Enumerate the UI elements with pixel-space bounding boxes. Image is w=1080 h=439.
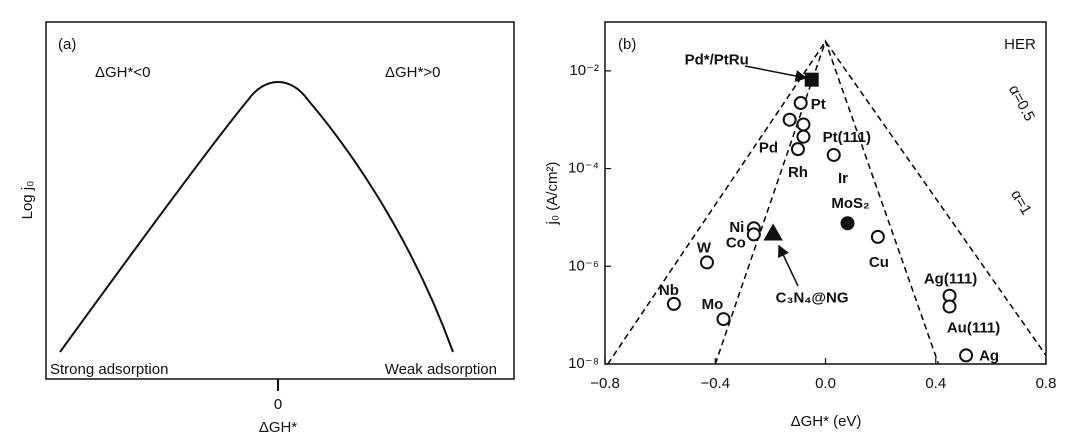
point xyxy=(666,296,681,311)
point xyxy=(790,142,805,157)
arrow xyxy=(778,244,799,287)
point-label: Co xyxy=(726,234,746,251)
panel-label: (b) xyxy=(618,36,636,53)
point xyxy=(840,216,855,231)
point-label: Pd xyxy=(759,140,778,157)
point-label: Au(111) xyxy=(947,320,1000,337)
point xyxy=(870,229,885,244)
annotation: Ir xyxy=(838,170,848,187)
annotation: Weak adsorption xyxy=(385,361,497,378)
point xyxy=(746,227,761,242)
point xyxy=(763,223,783,241)
x-axis-label: ΔGH* xyxy=(259,419,298,436)
x-tick-label: 0 xyxy=(274,396,282,413)
arrow xyxy=(744,65,808,82)
point-label: Ni xyxy=(729,219,744,236)
point-label: Mo xyxy=(702,296,724,313)
x-tick-label: 0.4 xyxy=(925,375,946,392)
y-tick-label: 10⁻⁴ xyxy=(568,160,599,177)
point-label: W xyxy=(697,239,712,256)
point xyxy=(782,112,797,127)
point-label: C₃N₄@NG xyxy=(776,289,849,306)
y-tick-label: 10⁻⁸ xyxy=(568,355,599,372)
x-tick-label: −0.8 xyxy=(590,375,620,392)
y-axis-label: j₀ (A/cm²) xyxy=(544,162,561,226)
x-axis-label: ΔGH* (eV) xyxy=(791,413,862,430)
point xyxy=(959,348,974,363)
x-tick-label: 0.0 xyxy=(815,375,836,392)
point xyxy=(796,129,811,144)
chart-title: HER xyxy=(1004,36,1036,53)
annotation: Strong adsorption xyxy=(50,361,168,378)
y-tick-label: 10⁻⁶ xyxy=(568,257,599,274)
point-label: Ag(111) xyxy=(924,271,977,288)
panel-a-frame xyxy=(45,21,515,380)
point xyxy=(796,117,811,132)
point xyxy=(826,147,841,162)
point-label: Pd*/PtRu xyxy=(685,52,749,69)
point-label: Nb xyxy=(659,282,679,299)
alpha-line xyxy=(714,39,940,365)
point xyxy=(716,312,731,327)
point-label: Pt xyxy=(811,96,826,113)
x-tick-label: −0.4 xyxy=(700,375,730,392)
alpha-line xyxy=(607,40,1047,365)
point-label: MoS₂ xyxy=(831,195,869,212)
point xyxy=(942,299,957,314)
panel-label: (a) xyxy=(58,36,76,53)
point xyxy=(793,95,808,110)
volcano-curve xyxy=(59,81,454,353)
point-label: Cu xyxy=(869,254,889,271)
y-axis-label: Log j₀ xyxy=(19,181,36,220)
x-tick-label: 0.8 xyxy=(1036,375,1057,392)
point-label: Ag xyxy=(979,347,999,364)
point xyxy=(804,72,819,87)
point-label: Pt(111) xyxy=(823,129,871,146)
annotation: ΔGH*<0 xyxy=(95,64,150,81)
point-label: Rh xyxy=(788,164,808,181)
point xyxy=(699,255,714,270)
annotation: ΔGH*>0 xyxy=(385,64,440,81)
y-tick-label: 10⁻² xyxy=(569,62,599,79)
